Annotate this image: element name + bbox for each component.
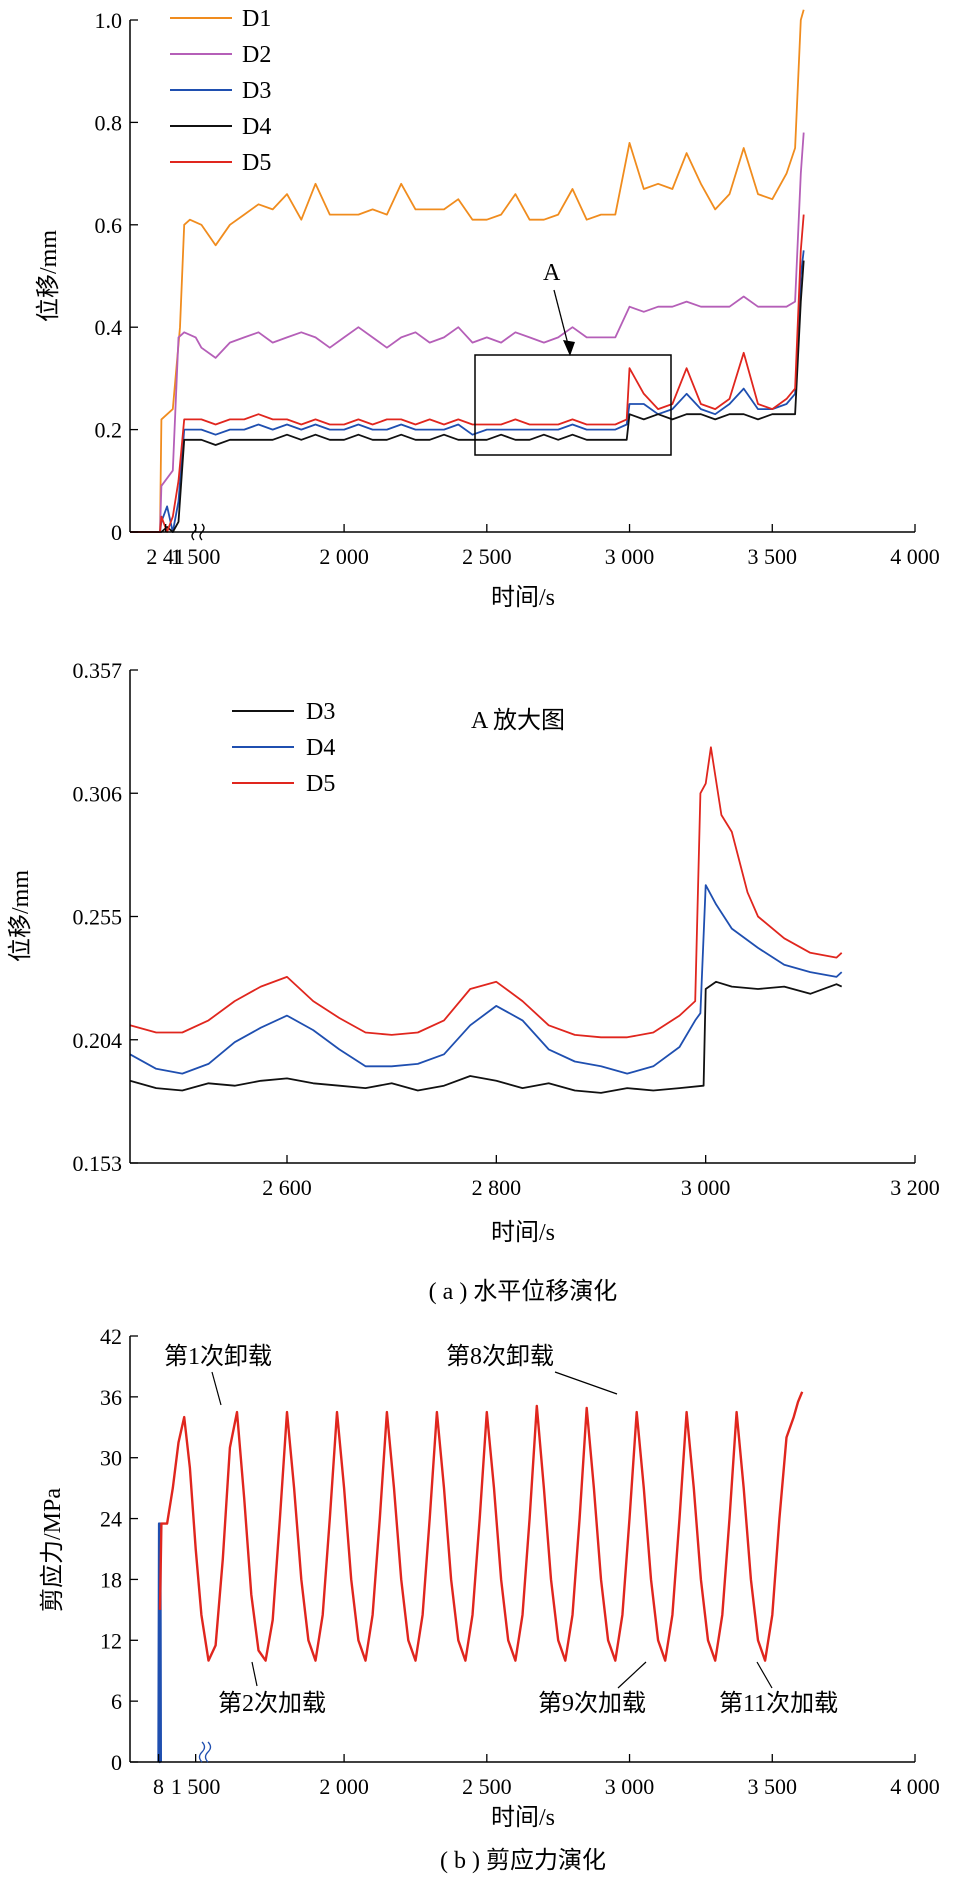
- annotation-unload-1-leader: [211, 1371, 222, 1406]
- chart-2-series-group: [129, 746, 843, 1094]
- chart-1-x-axis-label: 时间/s: [491, 584, 555, 611]
- x-tick-label: 2 500: [462, 544, 512, 569]
- annotation-unload-1: 第1次卸载: [164, 1343, 272, 1370]
- x-tick-label: 2 41: [146, 544, 185, 569]
- series-line-curve-1: [158, 1391, 804, 1662]
- legend-label-d1: D1: [242, 6, 271, 32]
- y-tick-label: 0.6: [95, 213, 123, 238]
- x-tick-label: 2 800: [472, 1175, 522, 1200]
- legend-label-d4: D4: [242, 114, 271, 140]
- y-tick-label: 30: [100, 1446, 122, 1471]
- x-tick-label: 1 500: [171, 544, 221, 569]
- x-tick-label: 2 600: [262, 1175, 312, 1200]
- x-tick-label: 2 000: [319, 1774, 369, 1799]
- chart-3-axis-break-mark: [198, 1741, 212, 1763]
- caption-b: ( b ) 剪应力演化: [440, 1847, 606, 1874]
- annotation-load-11: 第11次加载: [719, 1690, 838, 1717]
- series-line-d3: [130, 250, 805, 533]
- y-tick-label: 6: [111, 1689, 122, 1714]
- y-tick-label: 24: [100, 1507, 122, 1532]
- y-tick-label: 12: [100, 1628, 122, 1653]
- series-line-d3: [129, 980, 843, 1094]
- chart-2-x-axis-label: 时间/s: [491, 1219, 555, 1246]
- series-line-d4: [130, 260, 805, 533]
- chart-1-legend: D1 D2 D3 D4 D5: [170, 6, 271, 176]
- annotation-load-9-leader: [617, 1661, 647, 1689]
- zoom-box-arrowhead: [563, 340, 575, 356]
- chart-3-ticks: 8 1 500 2 000 2 500 3 000 3 500 4 000 0 6 12 18 24 3…: [100, 1324, 940, 1799]
- legend-label-d2: D2: [242, 42, 271, 68]
- legend-label-d4-zoom: D4: [306, 735, 335, 761]
- y-tick-label: 1.0: [95, 8, 123, 33]
- y-tick-label: 0: [111, 1750, 122, 1775]
- x-tick-label: 1 500: [171, 1774, 221, 1799]
- x-tick-label: 4 000: [890, 544, 940, 569]
- chart-3-y-axis-label: 剪应力/MPa: [39, 1488, 66, 1612]
- chart-1-series-group: [130, 9, 805, 533]
- legend-label-d5-zoom: D5: [306, 771, 335, 797]
- annotation-unload-8-leader: [554, 1371, 618, 1395]
- chart-1-y-axis-label: 位移/mm: [35, 230, 62, 322]
- x-tick-label: 3 500: [748, 544, 798, 569]
- annotation-load-2: 第2次加载: [218, 1690, 326, 1717]
- y-tick-label: 0.255: [73, 905, 123, 930]
- chart-3-shear-stress: 8 1 500 2 000 2 500 3 000 3 500 4 000 0 6 12 18 24 3…: [39, 1324, 940, 1874]
- y-tick-label: 0.306: [73, 781, 123, 806]
- chart-2-y-axis-label: 位移/mm: [7, 870, 34, 962]
- y-tick-label: 18: [100, 1567, 122, 1592]
- chart-2-legend: D3 D4 D5: [232, 699, 335, 797]
- annotation-load-11-leader: [756, 1661, 773, 1689]
- legend-label-d5: D5: [242, 150, 271, 176]
- annotation-load-2-leader: [251, 1661, 258, 1687]
- y-tick-label: 0.153: [73, 1151, 123, 1176]
- series-line-d5: [129, 746, 843, 1039]
- series-line-d2: [130, 132, 805, 533]
- chart-2-title: A 放大图: [471, 707, 565, 734]
- y-tick-label: 0.2: [95, 418, 123, 443]
- zoom-box-label: A: [543, 260, 561, 286]
- x-tick-label: 2 000: [319, 544, 369, 569]
- series-line-d1: [130, 9, 805, 533]
- x-tick-label: 3 000: [605, 544, 655, 569]
- chart-2-zoom: 2 600 2 800 3 000 3 200 0.153 0.204 0.255 0.306…: [7, 658, 940, 1305]
- y-tick-label: 0.204: [73, 1028, 123, 1053]
- legend-label-d3: D3: [242, 78, 271, 104]
- y-tick-label: 0: [111, 520, 122, 545]
- x-tick-label: 3 500: [748, 1774, 798, 1799]
- x-tick-label: 2 500: [462, 1774, 512, 1799]
- y-tick-label: 42: [100, 1324, 122, 1349]
- y-tick-label: 0.4: [95, 315, 123, 340]
- x-tick-label: 4 000: [890, 1774, 940, 1799]
- y-tick-label: 0.8: [95, 110, 123, 135]
- annotation-unload-8: 第8次卸载: [446, 1343, 554, 1370]
- chart-1-displacement: 2 411 500 2 000 2 500 3 000 3 500 4 000 0 0.2 0.…: [35, 6, 940, 611]
- chart-3-x-axis-label: 时间/s: [491, 1804, 555, 1831]
- x-tick-label: 8: [153, 1774, 164, 1799]
- annotation-load-9: 第9次加载: [538, 1690, 646, 1717]
- chart-2-ticks: 2 600 2 800 3 000 3 200 0.153 0.204 0.255 0.306…: [73, 658, 940, 1200]
- chart-1-ticks: 2 411 500 2 000 2 500 3 000 3 500 4 000 0 0.2 0.…: [95, 8, 940, 569]
- x-tick-label: 3 200: [890, 1175, 940, 1200]
- x-tick-label: 3 000: [605, 1774, 655, 1799]
- caption-a: ( a ) 水平位移演化: [429, 1278, 618, 1305]
- y-tick-label: 36: [100, 1385, 122, 1410]
- legend-label-d3-zoom: D3: [306, 699, 335, 725]
- series-line-d4: [129, 884, 843, 1075]
- x-tick-label: 3 000: [681, 1175, 731, 1200]
- y-tick-label: 0.357: [73, 658, 123, 683]
- zoom-box-a: [474, 354, 672, 456]
- series-line-d5: [130, 214, 805, 533]
